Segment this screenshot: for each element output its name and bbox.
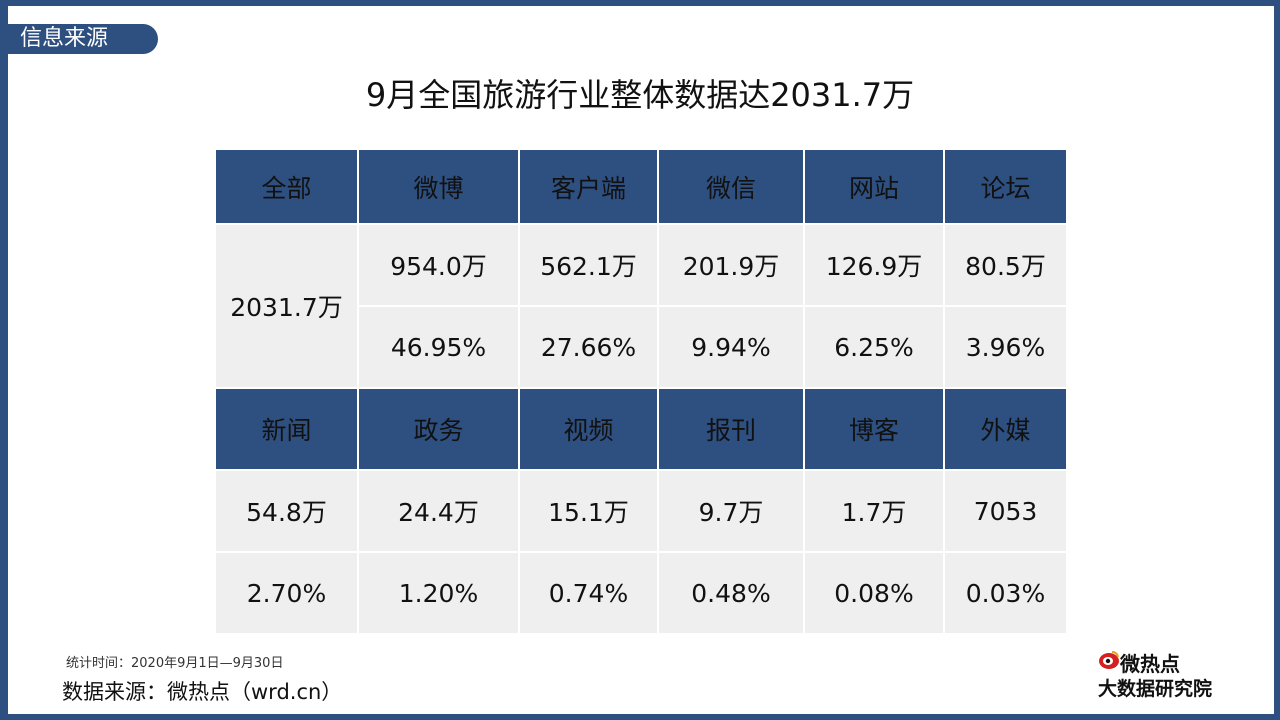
stats-table: 全部 微博 客户端 微信 网站 论坛 2031.7万 954.0万 562.1万… <box>214 148 1068 635</box>
value-cell: 126.9万 <box>803 223 945 307</box>
table-header-row: 全部 微博 客户端 微信 网站 论坛 <box>214 148 1068 225</box>
percent-cell: 0.74% <box>518 551 659 635</box>
header-cell: 微博 <box>357 148 520 225</box>
value-cell: 15.1万 <box>518 469 659 553</box>
weibo-eye-icon <box>1099 651 1119 669</box>
page-title: 9月全国旅游行业整体数据达2031.7万 <box>365 76 915 114</box>
value-cell: 1.7万 <box>803 469 945 553</box>
header-cell: 政务 <box>357 387 520 471</box>
section-tag: 信息来源 <box>8 24 158 54</box>
value-cell: 9.7万 <box>657 469 805 553</box>
table-row: 2.70% 1.20% 0.74% 0.48% 0.08% 0.03% <box>214 551 1068 635</box>
header-cell: 报刊 <box>657 387 805 471</box>
header-cell: 网站 <box>803 148 945 225</box>
header-cell: 外媒 <box>943 387 1068 471</box>
percent-cell: 27.66% <box>518 305 659 389</box>
percent-cell: 3.96% <box>943 305 1068 389</box>
table-row: 2031.7万 954.0万 562.1万 201.9万 126.9万 80.5… <box>214 223 1068 389</box>
data-source-note: 数据来源：微热点（wrd.cn） <box>62 680 343 704</box>
value-cell: 7053 <box>943 469 1068 553</box>
value-cell: 201.9万 <box>657 223 805 307</box>
header-cell: 视频 <box>518 387 659 471</box>
header-cell: 博客 <box>803 387 945 471</box>
logo-title: 微热点 <box>1120 652 1180 676</box>
table-row: 46.95% 27.66% 9.94% 6.25% 3.96% <box>215 305 1068 389</box>
header-cell: 客户端 <box>518 148 659 225</box>
value-cell: 562.1万 <box>518 223 659 307</box>
percent-cell: 46.95% <box>357 305 520 389</box>
header-cell: 论坛 <box>943 148 1068 225</box>
value-cell: 954.0万 <box>357 223 520 307</box>
header-cell: 微信 <box>657 148 805 225</box>
value-cell: 54.8万 <box>214 469 359 553</box>
percent-cell: 0.03% <box>943 551 1068 635</box>
value-cell: 24.4万 <box>357 469 520 553</box>
total-cell: 2031.7万 <box>214 223 359 389</box>
percent-cell: 0.08% <box>803 551 945 635</box>
header-cell: 新闻 <box>214 387 359 471</box>
logo-subtitle: 大数据研究院 <box>1098 678 1213 700</box>
header-cell-all: 全部 <box>214 148 359 225</box>
stat-time-note: 统计时间：2020年9月1日—9月30日 <box>66 656 284 671</box>
table-row: 54.8万 24.4万 15.1万 9.7万 1.7万 7053 <box>214 469 1068 553</box>
percent-cell: 6.25% <box>803 305 945 389</box>
table-header-row: 新闻 政务 视频 报刊 博客 外媒 <box>214 387 1068 471</box>
percent-cell: 2.70% <box>214 551 359 635</box>
value-cell: 80.5万 <box>943 223 1068 307</box>
percent-cell: 1.20% <box>357 551 520 635</box>
percent-cell: 9.94% <box>657 305 805 389</box>
percent-cell: 0.48% <box>657 551 805 635</box>
brand-logo: 微热点 大数据研究院 <box>1098 648 1248 700</box>
